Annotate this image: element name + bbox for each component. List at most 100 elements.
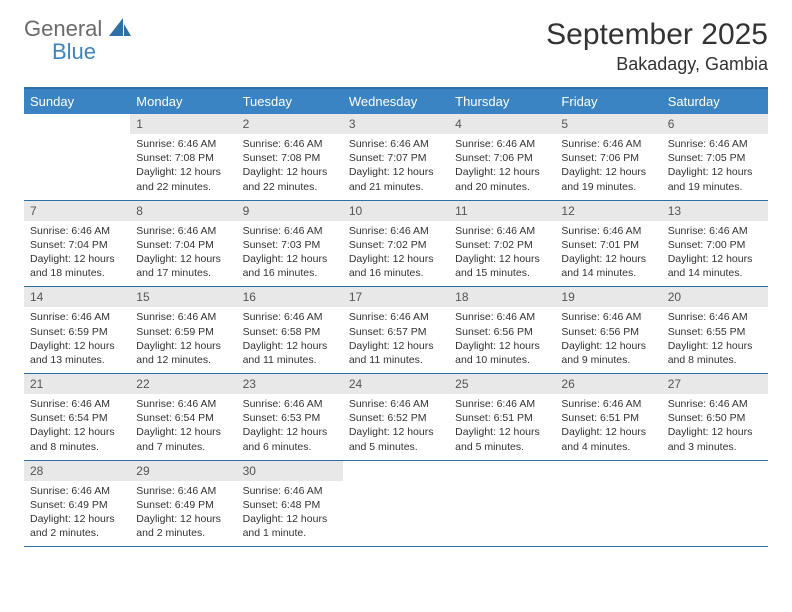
daylight-text: Daylight: 12 hours and 8 minutes. xyxy=(668,339,762,367)
sunset-text: Sunset: 7:01 PM xyxy=(561,238,655,252)
daylight-text: Daylight: 12 hours and 11 minutes. xyxy=(349,339,443,367)
calendar-cell xyxy=(343,461,449,547)
calendar-week: 1Sunrise: 6:46 AMSunset: 7:08 PMDaylight… xyxy=(24,114,768,201)
daylight-text: Daylight: 12 hours and 4 minutes. xyxy=(561,425,655,453)
daylight-text: Daylight: 12 hours and 14 minutes. xyxy=(668,252,762,280)
calendar-cell: 28Sunrise: 6:46 AMSunset: 6:49 PMDayligh… xyxy=(24,461,130,547)
day-number: 28 xyxy=(24,461,130,481)
sunset-text: Sunset: 6:56 PM xyxy=(561,325,655,339)
sunrise-text: Sunrise: 6:46 AM xyxy=(668,397,762,411)
sunset-text: Sunset: 7:07 PM xyxy=(349,151,443,165)
day-info: Sunrise: 6:46 AMSunset: 7:04 PMDaylight:… xyxy=(24,221,130,287)
sunrise-text: Sunrise: 6:46 AM xyxy=(136,137,230,151)
calendar-cell xyxy=(555,461,661,547)
calendar-cell: 15Sunrise: 6:46 AMSunset: 6:59 PMDayligh… xyxy=(130,287,236,373)
daylight-text: Daylight: 12 hours and 2 minutes. xyxy=(30,512,124,540)
sunset-text: Sunset: 6:55 PM xyxy=(668,325,762,339)
day-number xyxy=(343,461,449,467)
day-number: 6 xyxy=(662,114,768,134)
day-info: Sunrise: 6:46 AMSunset: 6:51 PMDaylight:… xyxy=(555,394,661,460)
calendar-cell: 21Sunrise: 6:46 AMSunset: 6:54 PMDayligh… xyxy=(24,374,130,460)
weekday-label: Wednesday xyxy=(343,89,449,114)
day-info: Sunrise: 6:46 AMSunset: 6:52 PMDaylight:… xyxy=(343,394,449,460)
sunset-text: Sunset: 7:03 PM xyxy=(243,238,337,252)
calendar-week: 28Sunrise: 6:46 AMSunset: 6:49 PMDayligh… xyxy=(24,461,768,548)
daylight-text: Daylight: 12 hours and 16 minutes. xyxy=(243,252,337,280)
calendar-cell: 1Sunrise: 6:46 AMSunset: 7:08 PMDaylight… xyxy=(130,114,236,200)
sunrise-text: Sunrise: 6:46 AM xyxy=(561,397,655,411)
daylight-text: Daylight: 12 hours and 21 minutes. xyxy=(349,165,443,193)
sunset-text: Sunset: 6:50 PM xyxy=(668,411,762,425)
sunset-text: Sunset: 7:05 PM xyxy=(668,151,762,165)
sunset-text: Sunset: 7:06 PM xyxy=(561,151,655,165)
calendar-week: 14Sunrise: 6:46 AMSunset: 6:59 PMDayligh… xyxy=(24,287,768,374)
day-info: Sunrise: 6:46 AMSunset: 7:00 PMDaylight:… xyxy=(662,221,768,287)
day-number: 13 xyxy=(662,201,768,221)
logo: General Blue xyxy=(24,18,131,63)
sunset-text: Sunset: 6:54 PM xyxy=(136,411,230,425)
sunrise-text: Sunrise: 6:46 AM xyxy=(561,224,655,238)
sunset-text: Sunset: 7:08 PM xyxy=(136,151,230,165)
day-info: Sunrise: 6:46 AMSunset: 6:54 PMDaylight:… xyxy=(24,394,130,460)
sunrise-text: Sunrise: 6:46 AM xyxy=(30,310,124,324)
daylight-text: Daylight: 12 hours and 5 minutes. xyxy=(349,425,443,453)
daylight-text: Daylight: 12 hours and 8 minutes. xyxy=(30,425,124,453)
sunrise-text: Sunrise: 6:46 AM xyxy=(136,224,230,238)
sunset-text: Sunset: 6:51 PM xyxy=(561,411,655,425)
day-number: 24 xyxy=(343,374,449,394)
daylight-text: Daylight: 12 hours and 14 minutes. xyxy=(561,252,655,280)
day-number: 30 xyxy=(237,461,343,481)
day-number: 7 xyxy=(24,201,130,221)
sunrise-text: Sunrise: 6:46 AM xyxy=(243,224,337,238)
day-info: Sunrise: 6:46 AMSunset: 6:56 PMDaylight:… xyxy=(555,307,661,373)
day-number: 16 xyxy=(237,287,343,307)
sunrise-text: Sunrise: 6:46 AM xyxy=(243,310,337,324)
sunrise-text: Sunrise: 6:46 AM xyxy=(243,484,337,498)
logo-text-top: General xyxy=(24,16,102,41)
daylight-text: Daylight: 12 hours and 9 minutes. xyxy=(561,339,655,367)
sunset-text: Sunset: 6:58 PM xyxy=(243,325,337,339)
sunrise-text: Sunrise: 6:46 AM xyxy=(349,137,443,151)
sunrise-text: Sunrise: 6:46 AM xyxy=(136,310,230,324)
month-title: September 2025 xyxy=(546,18,768,52)
calendar-cell: 20Sunrise: 6:46 AMSunset: 6:55 PMDayligh… xyxy=(662,287,768,373)
day-number: 15 xyxy=(130,287,236,307)
day-info: Sunrise: 6:46 AMSunset: 6:50 PMDaylight:… xyxy=(662,394,768,460)
sunrise-text: Sunrise: 6:46 AM xyxy=(668,137,762,151)
day-number: 9 xyxy=(237,201,343,221)
weekday-label: Sunday xyxy=(24,89,130,114)
sunrise-text: Sunrise: 6:46 AM xyxy=(561,310,655,324)
day-info: Sunrise: 6:46 AMSunset: 7:06 PMDaylight:… xyxy=(449,134,555,200)
weekday-label: Thursday xyxy=(449,89,555,114)
sunrise-text: Sunrise: 6:46 AM xyxy=(668,224,762,238)
weekday-label: Tuesday xyxy=(237,89,343,114)
day-info: Sunrise: 6:46 AMSunset: 6:59 PMDaylight:… xyxy=(130,307,236,373)
sunrise-text: Sunrise: 6:46 AM xyxy=(349,310,443,324)
day-info: Sunrise: 6:46 AMSunset: 7:06 PMDaylight:… xyxy=(555,134,661,200)
daylight-text: Daylight: 12 hours and 22 minutes. xyxy=(243,165,337,193)
daylight-text: Daylight: 12 hours and 12 minutes. xyxy=(136,339,230,367)
daylight-text: Daylight: 12 hours and 5 minutes. xyxy=(455,425,549,453)
calendar-week: 21Sunrise: 6:46 AMSunset: 6:54 PMDayligh… xyxy=(24,374,768,461)
weekday-label: Monday xyxy=(130,89,236,114)
day-number: 14 xyxy=(24,287,130,307)
sunrise-text: Sunrise: 6:46 AM xyxy=(30,224,124,238)
daylight-text: Daylight: 12 hours and 10 minutes. xyxy=(455,339,549,367)
sunset-text: Sunset: 6:56 PM xyxy=(455,325,549,339)
day-number: 20 xyxy=(662,287,768,307)
calendar-cell: 24Sunrise: 6:46 AMSunset: 6:52 PMDayligh… xyxy=(343,374,449,460)
sunset-text: Sunset: 6:59 PM xyxy=(136,325,230,339)
day-number: 23 xyxy=(237,374,343,394)
calendar-cell xyxy=(449,461,555,547)
daylight-text: Daylight: 12 hours and 20 minutes. xyxy=(455,165,549,193)
sunrise-text: Sunrise: 6:46 AM xyxy=(136,397,230,411)
day-info: Sunrise: 6:46 AMSunset: 6:59 PMDaylight:… xyxy=(24,307,130,373)
sunset-text: Sunset: 6:52 PM xyxy=(349,411,443,425)
sunset-text: Sunset: 6:53 PM xyxy=(243,411,337,425)
day-number: 12 xyxy=(555,201,661,221)
weekday-header: SundayMondayTuesdayWednesdayThursdayFrid… xyxy=(24,89,768,114)
day-info: Sunrise: 6:46 AMSunset: 7:08 PMDaylight:… xyxy=(130,134,236,200)
sunrise-text: Sunrise: 6:46 AM xyxy=(243,137,337,151)
sunset-text: Sunset: 7:02 PM xyxy=(349,238,443,252)
sunset-text: Sunset: 7:02 PM xyxy=(455,238,549,252)
